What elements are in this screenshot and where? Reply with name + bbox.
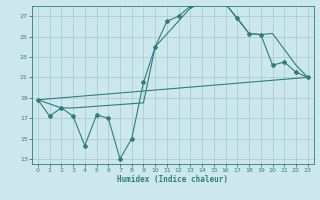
X-axis label: Humidex (Indice chaleur): Humidex (Indice chaleur): [117, 175, 228, 184]
